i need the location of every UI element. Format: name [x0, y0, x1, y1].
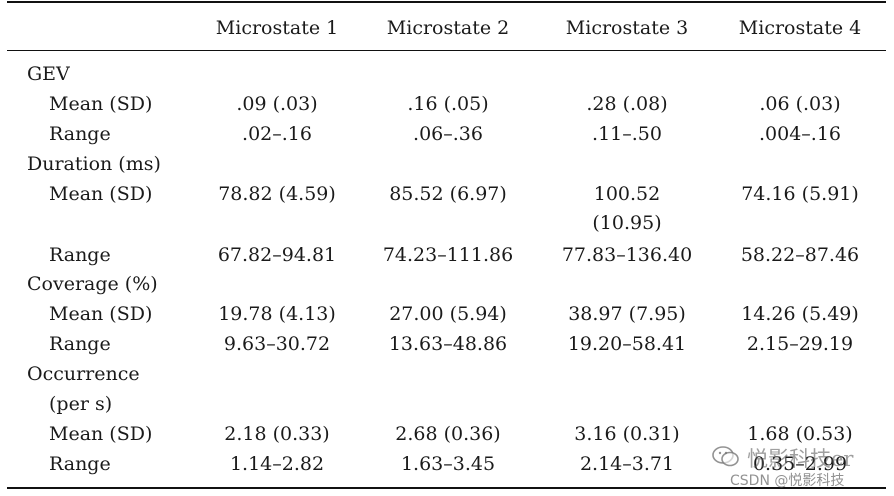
cell-duration-range-4: 58.22–87.46 — [740, 244, 860, 266]
cell-occurrence-mean-2: 2.68 (0.36) — [395, 423, 501, 445]
cell-gev-range-2: .06–.36 — [413, 123, 483, 145]
table-bottom-rule — [7, 487, 886, 489]
row-label-gev-mean: Mean (SD) — [49, 93, 153, 115]
cell-duration-range-1: 67.82–94.81 — [217, 244, 337, 266]
cell-duration-range-3: 77.83–136.40 — [561, 244, 693, 266]
table-top-rule — [7, 1, 886, 3]
section-label-occurrence: Occurrence — [27, 363, 140, 385]
cell-occurrence-range-4: 0.35–2.99 — [752, 453, 848, 475]
cell-occurrence-range-3: 2.14–3.71 — [579, 453, 675, 475]
watermark-brand-suffix: er — [831, 447, 854, 471]
cell-coverage-mean-1: 19.78 (4.13) — [218, 303, 336, 325]
cell-gev-mean-4: .06 (.03) — [759, 93, 841, 115]
cell-gev-mean-3: .28 (.08) — [586, 93, 668, 115]
section-label-duration: Duration (ms) — [27, 153, 161, 175]
row-label-duration-range: Range — [49, 244, 111, 266]
cell-duration-mean-4: 74.16 (5.91) — [741, 183, 859, 205]
row-label-occurrence-range: Range — [49, 453, 111, 475]
cell-gev-mean-1: .09 (.03) — [236, 93, 318, 115]
watermark-csdn: CSDN @悦影科技 — [730, 473, 845, 489]
cell-occurrence-range-2: 1.63–3.45 — [400, 453, 496, 475]
row-label-coverage-mean: Mean (SD) — [49, 303, 153, 325]
cell-duration-range-2: 74.23–111.86 — [382, 244, 514, 266]
cell-coverage-range-4: 2.15–29.19 — [746, 333, 854, 355]
cell-coverage-range-3: 19.20–58.41 — [567, 333, 687, 355]
cell-duration-mean-3: 100.52 — [593, 183, 661, 205]
cell-duration-mean-1: 78.82 (4.59) — [218, 183, 336, 205]
cell-coverage-range-2: 13.63–48.86 — [388, 333, 508, 355]
row-label-occurrence-mean: Mean (SD) — [49, 423, 153, 445]
row-label-coverage-range: Range — [49, 333, 111, 355]
cell-occurrence-mean-4: 1.68 (0.53) — [747, 423, 853, 445]
cell-duration-mean-2: 85.52 (6.97) — [389, 183, 507, 205]
section-label-gev: GEV — [27, 63, 70, 85]
cell-coverage-mean-4: 14.26 (5.49) — [741, 303, 859, 325]
section-label-coverage: Coverage (%) — [27, 273, 158, 295]
row-label-gev-range: Range — [49, 123, 111, 145]
cell-coverage-mean-2: 27.00 (5.94) — [389, 303, 507, 325]
cell-coverage-mean-3: 38.97 (7.95) — [568, 303, 686, 325]
watermark-brand: 悦影科技er — [747, 443, 853, 473]
cell-occurrence-mean-3: 3.16 (0.31) — [574, 423, 680, 445]
cell-gev-mean-2: .16 (.05) — [407, 93, 489, 115]
cell-gev-range-3: .11–.50 — [592, 123, 662, 145]
table-header-rule — [7, 50, 886, 51]
section-label-occurrence-line2: (per s) — [49, 393, 113, 415]
cell-gev-range-1: .02–.16 — [242, 123, 312, 145]
column-header-microstate-2: Microstate 2 — [386, 17, 510, 39]
cell-gev-range-4: .004–.16 — [758, 123, 842, 145]
row-label-duration-mean: Mean (SD) — [49, 183, 153, 205]
watermark-brand-text: 悦影科技 — [747, 447, 831, 471]
wechat-logo-icon — [712, 446, 739, 467]
column-header-microstate-3: Microstate 3 — [565, 17, 689, 39]
column-header-microstate-1: Microstate 1 — [215, 17, 339, 39]
cell-coverage-range-1: 9.63–30.72 — [223, 333, 331, 355]
cell-duration-mean-3-line2: (10.95) — [592, 212, 662, 234]
column-header-microstate-4: Microstate 4 — [738, 17, 862, 39]
cell-occurrence-range-1: 1.14–2.82 — [229, 453, 325, 475]
cell-occurrence-mean-1: 2.18 (0.33) — [224, 423, 330, 445]
